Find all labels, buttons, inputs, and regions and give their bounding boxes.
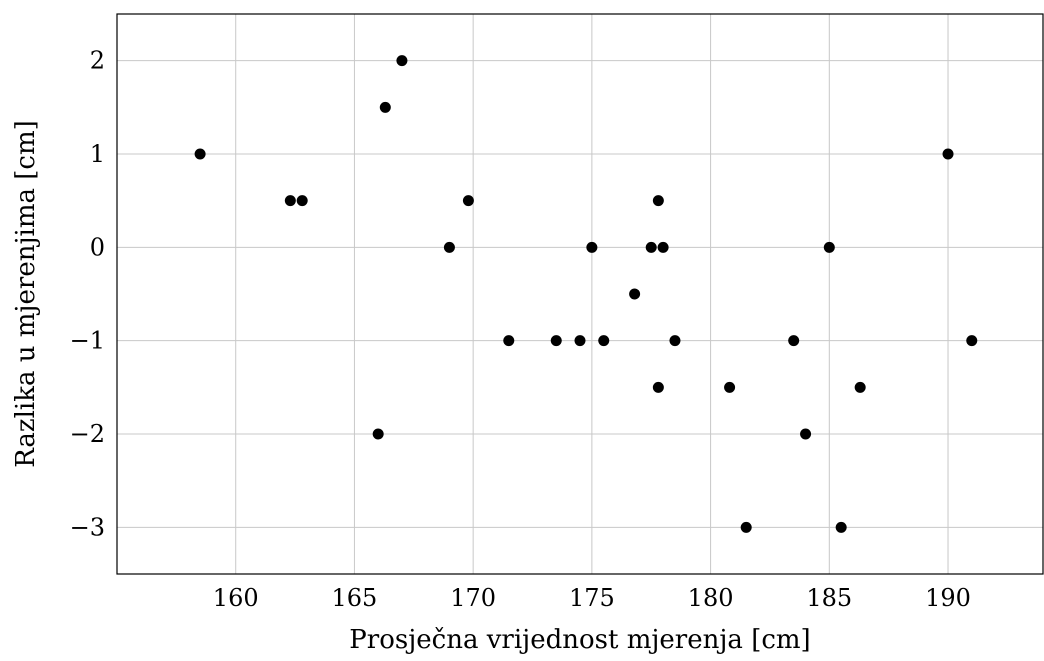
data-points bbox=[194, 55, 978, 533]
scatter-point bbox=[645, 241, 657, 253]
x-axis-label: Prosječna vrijednost mjerenja [cm] bbox=[349, 625, 810, 655]
scatter-point bbox=[942, 148, 954, 160]
scatter-point bbox=[396, 55, 408, 67]
scatter-point bbox=[462, 195, 474, 207]
tick-labels: 160 165 170 175 180 185 190 −3 −2 −1 0 1 2 bbox=[70, 47, 971, 612]
scatter-point bbox=[550, 335, 562, 347]
x-tick-label: 185 bbox=[806, 584, 852, 612]
scatter-point bbox=[669, 335, 681, 347]
x-tick-label: 160 bbox=[213, 584, 259, 612]
x-tick-label: 175 bbox=[569, 584, 615, 612]
scatter-point bbox=[372, 428, 384, 440]
scatter-point bbox=[823, 241, 835, 253]
plot-frame bbox=[116, 13, 1044, 575]
y-tick-label: −1 bbox=[70, 327, 105, 355]
x-tick-label: 180 bbox=[688, 584, 734, 612]
grid bbox=[117, 14, 1043, 574]
scatter-point bbox=[443, 241, 455, 253]
y-axis-label: Razlika u mjerenjima [cm] bbox=[11, 120, 41, 468]
y-tick-label: 1 bbox=[90, 140, 105, 168]
scatter-point bbox=[194, 148, 206, 160]
scatter-point bbox=[966, 335, 978, 347]
scatter-point bbox=[657, 241, 669, 253]
scatter-point bbox=[629, 288, 641, 300]
scatter-point bbox=[788, 335, 800, 347]
y-tick-label: 2 bbox=[90, 47, 105, 75]
y-tick-label: 0 bbox=[90, 233, 105, 261]
scatter-point bbox=[586, 241, 598, 253]
scatter-point bbox=[574, 335, 586, 347]
y-tick-label: −3 bbox=[70, 513, 105, 541]
scatter-point bbox=[379, 101, 391, 113]
scatter-point bbox=[854, 381, 866, 393]
scatter-point bbox=[652, 381, 664, 393]
scatter-point bbox=[724, 381, 736, 393]
scatter-point bbox=[284, 195, 296, 207]
scatter-point bbox=[800, 428, 812, 440]
x-tick-label: 170 bbox=[450, 584, 496, 612]
scatter-point bbox=[740, 521, 752, 533]
scatter-point bbox=[652, 195, 664, 207]
x-tick-label: 190 bbox=[925, 584, 971, 612]
scatter-point bbox=[296, 195, 308, 207]
scatter-point bbox=[598, 335, 610, 347]
scatter-point bbox=[835, 521, 847, 533]
scatter-point bbox=[503, 335, 515, 347]
x-tick-label: 165 bbox=[332, 584, 378, 612]
y-tick-label: −2 bbox=[70, 420, 105, 448]
